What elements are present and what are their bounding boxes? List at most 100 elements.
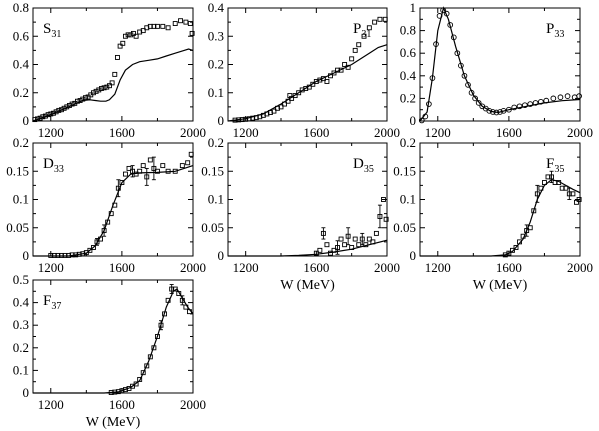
- data-point: [267, 110, 273, 115]
- y-tick-label: 0: [410, 248, 417, 263]
- data-point: [77, 98, 83, 103]
- data-point: [154, 334, 160, 339]
- data-point: [282, 101, 287, 107]
- data-point: [50, 110, 56, 116]
- y-tick-label: 0.2: [400, 135, 416, 150]
- x-tick-label: 1600: [303, 260, 329, 275]
- data-point: [40, 114, 46, 120]
- panel-label-subscript: 35: [364, 164, 374, 175]
- data-point: [328, 73, 333, 79]
- panel-label: F35: [546, 156, 564, 175]
- panel-d35: 1200 1600 2000 0 0.05 0.1 0.15 0.2 W (MeV) D35: [201, 135, 400, 293]
- data-point: [53, 109, 59, 115]
- data-point: [98, 86, 104, 91]
- data-point: [133, 171, 139, 177]
- data-point: [472, 95, 478, 102]
- data-point: [106, 83, 112, 89]
- fit-curve: [33, 165, 194, 257]
- data-point: [119, 180, 125, 186]
- data-point: [243, 116, 249, 122]
- data-point: [433, 41, 439, 48]
- data-point: [320, 76, 326, 82]
- data-point: [260, 112, 266, 118]
- data-point: [338, 67, 344, 73]
- x-tick-label: 2000: [567, 260, 593, 275]
- data-point: [359, 236, 365, 242]
- data-point: [370, 239, 376, 245]
- panel-label: S31: [43, 21, 61, 40]
- y-tick-label: 0.1: [13, 362, 29, 377]
- data-point: [165, 168, 171, 174]
- data-point: [253, 115, 259, 121]
- y-tick-label: 0.4: [13, 295, 30, 310]
- x-tick-label: 1600: [109, 397, 135, 412]
- data-point: [576, 93, 582, 99]
- panel-label-subscript: 35: [554, 164, 564, 175]
- data-point: [324, 78, 330, 84]
- x-tick-label: 1200: [38, 125, 64, 140]
- y-tick-label: 0.15: [393, 163, 416, 178]
- data-point: [356, 242, 362, 248]
- data-point: [133, 381, 139, 387]
- data-point: [137, 168, 143, 174]
- data-point: [338, 236, 344, 242]
- data-point: [363, 242, 369, 248]
- data-point: [335, 245, 340, 250]
- fit-curve: [228, 239, 388, 257]
- data-point: [345, 64, 351, 70]
- panel-label: F37: [43, 293, 61, 312]
- data-point: [352, 47, 358, 53]
- data-point: [381, 197, 386, 202]
- data-point: [372, 19, 378, 25]
- data-point: [373, 230, 379, 236]
- y-tick-label: 0.1: [208, 85, 224, 100]
- y-tick-label: 0.2: [208, 135, 224, 150]
- panel-label-letter: F: [43, 293, 51, 309]
- x-tick-label: 1600: [109, 260, 135, 275]
- data-point: [120, 40, 126, 46]
- data-point: [538, 98, 544, 105]
- x-axis-label: W (MeV): [86, 415, 141, 430]
- data-point: [426, 101, 432, 107]
- y-tick-label: 0.6: [400, 45, 417, 60]
- data-point: [257, 114, 263, 120]
- data-point: [187, 21, 193, 26]
- data-point: [285, 98, 291, 104]
- data-point: [144, 174, 150, 180]
- data-point: [377, 213, 383, 219]
- data-point: [61, 105, 67, 111]
- data-point: [154, 23, 160, 29]
- y-tick-label: 0.05: [6, 220, 29, 235]
- data-point: [361, 33, 367, 39]
- data-point: [461, 72, 468, 79]
- data-point: [80, 96, 86, 102]
- data-point: [140, 28, 146, 34]
- panel-label-letter: F: [546, 156, 554, 172]
- x-tick-label: 2000: [374, 125, 400, 140]
- data-point: [69, 101, 75, 107]
- x-tick-label: 1600: [303, 125, 329, 140]
- y-tick-label: 0.2: [13, 135, 29, 150]
- data-point: [436, 13, 443, 19]
- y-tick-label: 0: [410, 113, 417, 128]
- y-tick-label: 0.05: [201, 220, 224, 235]
- data-point: [556, 180, 562, 186]
- data-point: [117, 43, 123, 49]
- data-point: [382, 16, 388, 22]
- data-point: [64, 104, 70, 110]
- data-point: [172, 21, 178, 26]
- data-point: [105, 219, 111, 225]
- data-point: [303, 86, 309, 91]
- data-point: [90, 245, 96, 250]
- panel-label-letter: D: [43, 156, 54, 172]
- data-point: [538, 185, 544, 191]
- panel-label-subscript: 31: [51, 29, 61, 40]
- data-point: [183, 304, 189, 310]
- x-tick-label: 1600: [109, 125, 135, 140]
- data-point: [573, 199, 579, 205]
- data-point: [331, 247, 337, 253]
- data-point: [429, 75, 436, 81]
- data-point: [509, 247, 515, 253]
- data-point: [179, 297, 185, 303]
- data-point: [506, 250, 512, 256]
